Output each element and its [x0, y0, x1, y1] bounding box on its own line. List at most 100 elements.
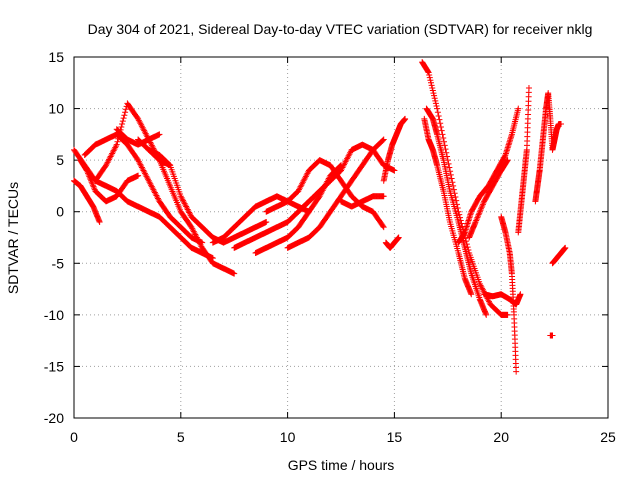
data-point: [436, 116, 443, 123]
data-point: [426, 74, 433, 81]
data-point: [428, 82, 435, 89]
data-point: [439, 131, 446, 138]
series-arc27: [549, 244, 569, 267]
y-tick-label: 10: [48, 101, 64, 117]
data-point: [478, 204, 485, 211]
data-point: [122, 106, 129, 113]
data-point: [475, 211, 482, 218]
data-point: [437, 120, 444, 127]
data-point: [453, 197, 460, 204]
x-axis-label: GPS time / hours: [288, 457, 395, 473]
data-point: [83, 167, 90, 174]
data-point: [427, 77, 434, 84]
data-point: [475, 213, 482, 220]
data-point: [476, 210, 483, 217]
data-point: [474, 214, 481, 221]
data-series: [71, 59, 569, 375]
series-arc22: [466, 157, 511, 241]
y-tick-label: -10: [44, 307, 64, 323]
data-point: [391, 167, 398, 174]
data-point: [438, 127, 445, 134]
data-point: [562, 244, 569, 251]
data-point: [432, 100, 439, 107]
data-point: [478, 205, 485, 212]
data-point: [379, 137, 386, 144]
data-point: [89, 180, 96, 187]
data-point: [122, 109, 129, 116]
data-point: [86, 173, 93, 180]
data-point: [525, 84, 532, 91]
data-point: [448, 175, 455, 182]
data-point: [433, 102, 440, 109]
y-tick-label: -15: [44, 358, 64, 374]
data-point: [135, 172, 142, 179]
x-tick-label: 10: [280, 429, 296, 445]
series-arc2: [71, 177, 103, 226]
data-point: [380, 193, 387, 200]
data-point: [450, 182, 457, 189]
data-point: [477, 207, 484, 214]
data-point: [119, 118, 126, 125]
data-point: [263, 219, 270, 226]
data-point: [395, 234, 402, 241]
series-arc25: [515, 84, 532, 236]
data-point: [96, 219, 103, 226]
data-point: [379, 223, 386, 230]
series-arc15: [338, 193, 387, 210]
data-point: [156, 131, 163, 138]
data-point: [119, 121, 126, 128]
data-point: [90, 183, 97, 190]
chart-title: Day 304 of 2021, Sidereal Day-to-day VTE…: [88, 21, 593, 37]
data-point: [446, 164, 453, 171]
series-arc26: [532, 90, 565, 205]
data-point: [85, 171, 92, 178]
series-arc21: [455, 105, 522, 246]
data-point: [431, 95, 438, 102]
data-point: [513, 368, 520, 375]
series-arc16: [380, 115, 409, 184]
data-point: [380, 224, 387, 231]
series-arc3: [77, 157, 142, 205]
axis-ticks: 0 5 10 15 20 25 15 10 5 0 -5 -10 -15 -20: [44, 49, 616, 445]
y-tick-label: 15: [48, 49, 64, 65]
x-tick-label: 20: [493, 429, 509, 445]
data-point: [440, 138, 447, 145]
data-point: [429, 84, 436, 91]
data-point: [425, 69, 432, 76]
data-point: [430, 90, 437, 97]
plot-frame: [73, 56, 609, 419]
data-point: [501, 153, 508, 160]
data-point: [91, 185, 98, 192]
data-point: [515, 105, 522, 112]
x-tick-label: 0: [70, 429, 78, 445]
data-point: [479, 201, 486, 208]
data-point: [89, 182, 96, 189]
data-point: [445, 160, 452, 167]
data-point: [114, 138, 121, 145]
data-point: [402, 115, 409, 122]
data-point: [437, 123, 444, 130]
data-point: [87, 176, 94, 183]
data-point: [85, 170, 92, 177]
y-tick-label: 5: [56, 152, 64, 168]
data-point: [84, 168, 91, 175]
series-arc19: [423, 105, 490, 318]
data-point: [483, 311, 490, 318]
y-tick-label: -20: [44, 410, 64, 426]
data-point: [431, 92, 438, 99]
series-arc28: [547, 332, 556, 339]
series-arc24: [498, 213, 520, 375]
data-point: [479, 202, 486, 209]
data-point: [447, 171, 454, 178]
data-point: [549, 332, 556, 339]
data-point: [472, 219, 479, 226]
series-arc20: [421, 115, 475, 298]
series-arc8: [145, 146, 174, 169]
data-point: [434, 105, 441, 112]
data-point: [86, 174, 93, 181]
data-point: [473, 216, 480, 223]
y-tick-label: 0: [56, 204, 64, 220]
series-arc13: [284, 136, 387, 251]
data-point: [480, 199, 487, 206]
